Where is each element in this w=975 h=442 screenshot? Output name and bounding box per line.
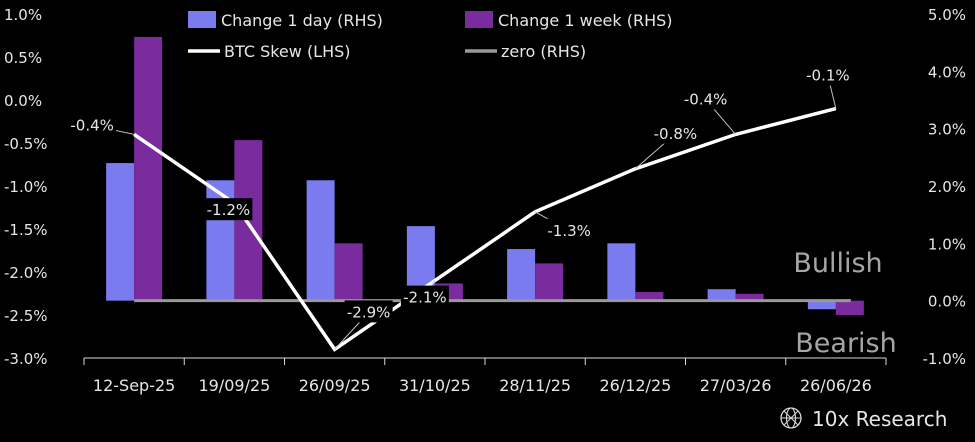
right-tick-label: -1.0% (922, 350, 966, 368)
x-tick-label: 19/09/25 (198, 376, 270, 395)
point-label: -0.4% (70, 116, 114, 134)
point-label: -2.9% (347, 303, 391, 321)
x-axis: 12-Sep-25 19/09/25 26/09/25 31/10/25 28/11/2… (83, 357, 887, 395)
bar-change-1-day (707, 289, 736, 301)
point-label: -0.1% (806, 67, 850, 85)
x-tick-label: 28/11/25 (499, 376, 571, 395)
point-label-bg (803, 63, 852, 86)
left-tick-label: 0.5% (4, 49, 42, 67)
point-labels-layer: -0.4% -1.2% -2.9% -2.1% -1.3% -0.8% -0.4% -0.1% (68, 63, 852, 350)
skew-line-layer (133, 106, 837, 352)
bar-change-1-day (807, 300, 836, 310)
point-label-bg (204, 198, 253, 221)
left-tick-label: -1.5% (4, 221, 48, 239)
right-tick-label: 2.0% (928, 178, 966, 196)
left-tick-label: -0.5% (4, 135, 48, 153)
legend: Change 1 day (RHS) Change 1 week (RHS) BTC… (188, 11, 673, 61)
legend-swatch (188, 11, 216, 28)
left-axis: 1.0% 0.5% 0.0% -0.5% -1.0% -1.5% -2.0% -2.5% -3.… (4, 6, 48, 368)
point-label: -1.2% (207, 201, 251, 219)
bar-change-1-week (735, 293, 764, 301)
x-tick-label: 31/10/25 (399, 376, 471, 395)
brand-name: 10x Research (812, 407, 947, 431)
x-tick-label: 26/12/25 (599, 376, 671, 395)
legend-label: zero (RHS) (501, 42, 586, 61)
point-label-bg (400, 285, 449, 308)
right-tick-label: 3.0% (928, 121, 966, 139)
bar-change-1-week (635, 292, 664, 301)
point-label-bg (68, 113, 117, 136)
bar-change-1-week (334, 243, 363, 301)
brand: 10x Research (780, 407, 947, 431)
point-label-bg (545, 218, 594, 241)
bearish-annotation: Bearish (795, 328, 896, 359)
right-tick-label: 5.0% (928, 6, 966, 24)
left-tick-label: -2.5% (4, 307, 48, 325)
x-tick-label: 26/06/26 (800, 376, 872, 395)
point-label-bg (651, 121, 700, 144)
bar-change-1-day (607, 243, 636, 301)
bars-layer (106, 36, 864, 315)
right-tick-label: 0.0% (928, 293, 966, 311)
x-tick-label: 27/03/26 (700, 376, 772, 395)
point-label: -1.3% (547, 222, 591, 240)
bullish-annotation: Bullish (793, 248, 882, 279)
bar-change-1-day (306, 180, 335, 301)
legend-swatch (465, 11, 493, 28)
globe-icon (780, 407, 802, 429)
btc-skew-line (133, 106, 837, 352)
point-label-bg (681, 87, 730, 110)
bar-change-1-day (507, 249, 536, 301)
bar-change-1-week (134, 36, 163, 301)
legend-label: BTC Skew (LHS) (224, 42, 351, 61)
point-label: -0.4% (684, 90, 728, 108)
legend-label: Change 1 week (RHS) (498, 11, 673, 30)
point-label: -0.8% (654, 125, 698, 143)
right-tick-label: 1.0% (928, 235, 966, 253)
bar-change-1-week (835, 300, 864, 315)
x-tick-label: 12-Sep-25 (93, 376, 175, 395)
left-tick-label: -1.0% (4, 178, 48, 196)
right-tick-label: 4.0% (928, 63, 966, 81)
bar-change-1-week (535, 263, 564, 301)
x-tick-label: 26/09/25 (299, 376, 371, 395)
point-label: -2.1% (403, 289, 447, 307)
legend-label: Change 1 day (RHS) (221, 11, 383, 30)
bar-change-1-day (106, 163, 135, 301)
left-tick-label: -2.0% (4, 264, 48, 282)
left-tick-label: -3.0% (4, 350, 48, 368)
left-tick-label: 1.0% (4, 6, 42, 24)
left-tick-label: 0.0% (4, 92, 42, 110)
right-axis: 5.0% 4.0% 3.0% 2.0% 1.0% 0.0% -1.0% (922, 6, 966, 368)
bar-change-1-week (234, 140, 263, 301)
point-label-bg (344, 300, 393, 323)
